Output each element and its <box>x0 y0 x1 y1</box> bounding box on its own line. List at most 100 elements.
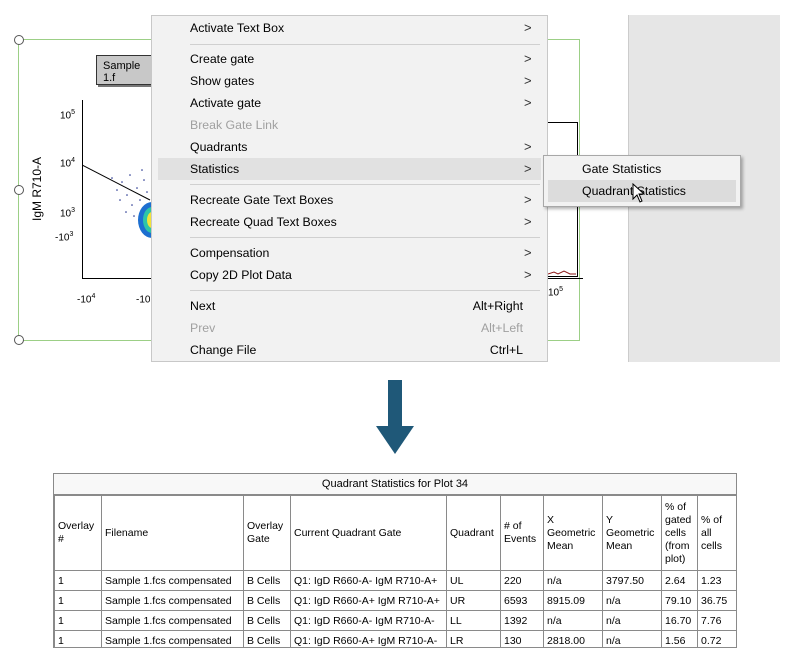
x-tick: -104 <box>77 293 96 306</box>
table-cell: B Cells <box>243 610 291 631</box>
table-cell: Q1: IgD R660-A- IgM R710-A- <box>290 610 447 631</box>
table-cell: Q1: IgD R660-A+ IgM R710-A- <box>290 630 447 647</box>
chevron-right-icon: > <box>524 95 532 110</box>
table-cell: Q1: IgD R660-A- IgM R710-A+ <box>290 570 447 591</box>
menu-separator <box>190 237 540 238</box>
table-cell: 220 <box>500 570 544 591</box>
menu-item-copy-2d-plot-data[interactable]: Copy 2D Plot Data > <box>152 264 547 286</box>
table-cell: UL <box>446 570 501 591</box>
table-cell: Sample 1.fcs compensated <box>101 590 244 611</box>
menu-item-break-gate-link: Break Gate Link <box>190 118 279 132</box>
down-arrow-icon <box>376 380 414 454</box>
table-cell: 2818.00 <box>543 630 603 647</box>
table-cell: Sample 1.fcs compensated <box>101 630 244 647</box>
table-cell: 1 <box>54 630 102 647</box>
column-header[interactable]: Quadrant <box>446 495 501 571</box>
menu-item-next[interactable]: Next Alt+Right <box>152 295 547 317</box>
menu-item-show-gates[interactable]: Show gates > <box>152 70 547 92</box>
column-header[interactable]: Overlay Gate <box>243 495 291 571</box>
menu-item-prev: Prev Alt+Left <box>152 317 547 339</box>
x-tick: -10 <box>136 294 151 306</box>
menu-item-create-gate[interactable]: Create gate > <box>152 48 547 70</box>
resize-handle-bottom-left[interactable] <box>14 335 24 345</box>
sample-label: Sample 1.f <box>103 60 141 84</box>
table-cell: UR <box>446 590 501 611</box>
scatter-points <box>82 164 152 238</box>
table-cell: Sample 1.fcs compensated <box>101 610 244 631</box>
table-row[interactable]: 1 Sample 1.fcs compensated B Cells Q1: I… <box>54 610 736 631</box>
column-header[interactable]: Overlay # <box>54 495 102 571</box>
table-cell: 3797.50 <box>602 570 662 591</box>
menu-separator <box>190 290 540 291</box>
menu-item-statistics[interactable]: Statistics > <box>158 158 541 180</box>
table-cell: 36.75 <box>697 590 736 611</box>
y-tick: 104 <box>60 157 76 170</box>
table-cell: 79.10 <box>661 590 698 611</box>
quadrant-statistics-window: Quadrant Statistics for Plot 34 Overlay … <box>53 473 737 648</box>
context-menu: Activate Text Box > Create gate > Show gat… <box>151 15 548 362</box>
menu-item-recreate-quad-text-boxes[interactable]: Recreate Quad Text Boxes > <box>152 211 547 233</box>
table-cell: LL <box>446 610 501 631</box>
chevron-right-icon: > <box>524 51 532 66</box>
chevron-right-icon: > <box>524 139 532 154</box>
chevron-right-icon: > <box>524 245 532 260</box>
shortcut-label: Alt+Right <box>472 299 523 313</box>
chevron-right-icon: > <box>524 73 532 88</box>
table-cell: 130 <box>500 630 544 647</box>
table-cell: 1 <box>54 570 102 591</box>
table-cell: Q1: IgD R660-A+ IgM R710-A+ <box>290 590 447 611</box>
table-cell: 7.76 <box>697 610 736 631</box>
table-cell: 16.70 <box>661 610 698 631</box>
table-cell: 1.56 <box>661 630 698 647</box>
table-row[interactable]: 1 Sample 1.fcs compensated B Cells Q1: I… <box>54 570 736 591</box>
y-tick: 103 <box>60 207 76 220</box>
table-cell: 8915.09 <box>543 590 603 611</box>
y-tick: -103 <box>55 231 74 244</box>
column-header[interactable]: X Geometric Mean <box>543 495 603 571</box>
table-row[interactable]: 1 Sample 1.fcs compensated B Cells Q1: I… <box>54 630 736 647</box>
table-cell: 1392 <box>500 610 544 631</box>
table-cell: Sample 1.fcs compensated <box>101 570 244 591</box>
column-header[interactable]: % of gated cells (from plot) <box>661 495 698 571</box>
submenu-item-gate-statistics[interactable]: Gate Statistics <box>582 162 662 176</box>
table-cell: 1 <box>54 590 102 611</box>
table-cell: B Cells <box>243 630 291 647</box>
table-cell: 6593 <box>500 590 544 611</box>
column-header[interactable]: Current Quadrant Gate <box>290 495 447 571</box>
resize-handle-top-left[interactable] <box>14 35 24 45</box>
menu-item-activate-gate[interactable]: Activate gate > <box>152 92 547 114</box>
resize-handle-mid-left[interactable] <box>14 185 24 195</box>
table-cell: n/a <box>602 590 662 611</box>
menu-separator <box>190 44 540 45</box>
shortcut-label: Ctrl+L <box>489 343 523 357</box>
chevron-right-icon: > <box>524 267 532 282</box>
table-cell: 1.23 <box>697 570 736 591</box>
column-header[interactable]: % of all cells <box>697 495 736 571</box>
chevron-right-icon: > <box>524 20 532 35</box>
shortcut-label: Alt+Left <box>480 321 523 335</box>
table-cell: n/a <box>602 630 662 647</box>
sample-text-box[interactable]: Sample 1.f <box>96 55 156 85</box>
column-header[interactable]: # of Events <box>500 495 544 571</box>
menu-item-quadrants[interactable]: Quadrants > <box>152 136 547 158</box>
chevron-right-icon: > <box>524 192 532 207</box>
mouse-cursor-icon <box>632 183 646 203</box>
menu-item-compensation[interactable]: Compensation > <box>152 242 547 264</box>
table-cell: 2.64 <box>661 570 698 591</box>
histogram-trace <box>548 270 576 275</box>
table-header-row: Overlay # Filename Overlay Gate Current … <box>54 495 736 571</box>
column-header[interactable]: Filename <box>101 495 244 571</box>
menu-separator <box>190 184 540 185</box>
table-cell: n/a <box>602 610 662 631</box>
table-cell: 1 <box>54 610 102 631</box>
y-axis-label: IgM R710-A <box>30 156 44 222</box>
table-cell: n/a <box>543 610 603 631</box>
menu-item-recreate-gate-text-boxes[interactable]: Recreate Gate Text Boxes > <box>152 189 547 211</box>
menu-item-activate-text-box[interactable]: Activate Text Box > <box>152 17 547 39</box>
table-cell: B Cells <box>243 570 291 591</box>
column-header[interactable]: Y Geometric Mean <box>602 495 662 571</box>
table-title: Quadrant Statistics for Plot 34 <box>54 474 736 495</box>
menu-item-change-file[interactable]: Change File Ctrl+L <box>152 339 547 361</box>
table-row[interactable]: 1 Sample 1.fcs compensated B Cells Q1: I… <box>54 590 736 611</box>
table-cell: n/a <box>543 570 603 591</box>
